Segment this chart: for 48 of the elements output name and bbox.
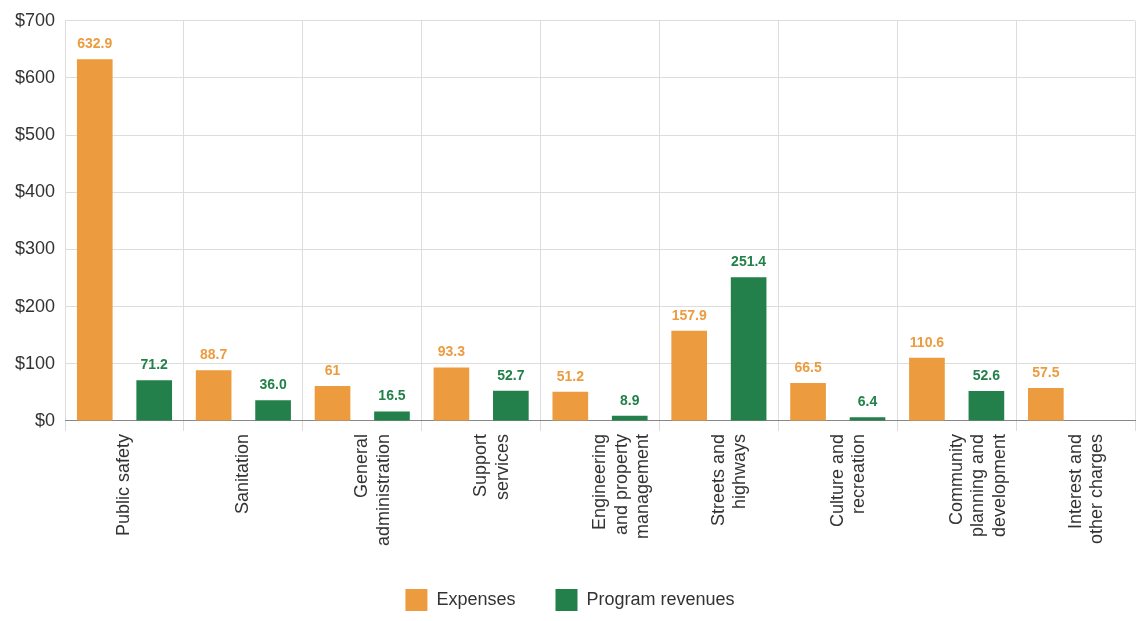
bar bbox=[968, 390, 1005, 421]
y-tick-label: $100 bbox=[15, 352, 56, 373]
bar bbox=[136, 380, 173, 421]
data-label: 16.5 bbox=[378, 387, 406, 404]
bar bbox=[849, 417, 886, 421]
bar bbox=[195, 370, 232, 421]
bar bbox=[493, 390, 529, 421]
data-label: 36.0 bbox=[259, 376, 287, 393]
x-tick-label: Public safety bbox=[113, 433, 134, 537]
y-tick-label: $300 bbox=[15, 238, 56, 259]
data-label: 52.7 bbox=[497, 366, 525, 383]
data-label: 66.5 bbox=[794, 358, 822, 375]
data-label: 71.2 bbox=[140, 356, 169, 373]
bar bbox=[433, 367, 470, 421]
x-tick-label: Support services bbox=[470, 433, 512, 500]
bar bbox=[374, 411, 410, 421]
bar bbox=[730, 277, 767, 421]
bar bbox=[1028, 388, 1064, 421]
y-tick-label: $500 bbox=[15, 124, 56, 145]
data-label: 57.5 bbox=[1032, 363, 1060, 380]
y-tick-label: $400 bbox=[15, 181, 56, 202]
data-label: 51.2 bbox=[556, 367, 585, 384]
y-tick-label: $0 bbox=[35, 409, 56, 430]
data-label: 93.3 bbox=[437, 343, 466, 360]
x-tick-label: Culture and recreation bbox=[826, 433, 869, 528]
legend-label: Program revenues bbox=[586, 588, 735, 609]
x-tick-label: General administration bbox=[351, 433, 393, 547]
data-label: 8.9 bbox=[620, 391, 640, 408]
data-label: 6.4 bbox=[857, 393, 878, 410]
data-label: 52.6 bbox=[972, 366, 1001, 383]
data-label: 157.9 bbox=[671, 306, 707, 323]
data-label: 88.7 bbox=[200, 346, 228, 363]
bar bbox=[552, 391, 589, 421]
bar bbox=[671, 330, 708, 421]
bar bbox=[790, 382, 826, 421]
bar bbox=[255, 400, 291, 421]
data-label: 632.9 bbox=[77, 35, 113, 52]
y-tick-label: $600 bbox=[15, 66, 56, 87]
bar bbox=[314, 386, 351, 421]
legend-label: Expenses bbox=[436, 588, 516, 609]
data-label: 251.4 bbox=[731, 253, 767, 270]
data-label: 110.6 bbox=[909, 333, 945, 350]
x-tick-label: Sanitation bbox=[232, 433, 253, 515]
y-tick-label: $200 bbox=[15, 295, 56, 316]
bar bbox=[76, 59, 113, 421]
y-tick-label: $700 bbox=[15, 9, 56, 30]
data-label: 61 bbox=[324, 361, 341, 378]
bar bbox=[909, 357, 945, 421]
